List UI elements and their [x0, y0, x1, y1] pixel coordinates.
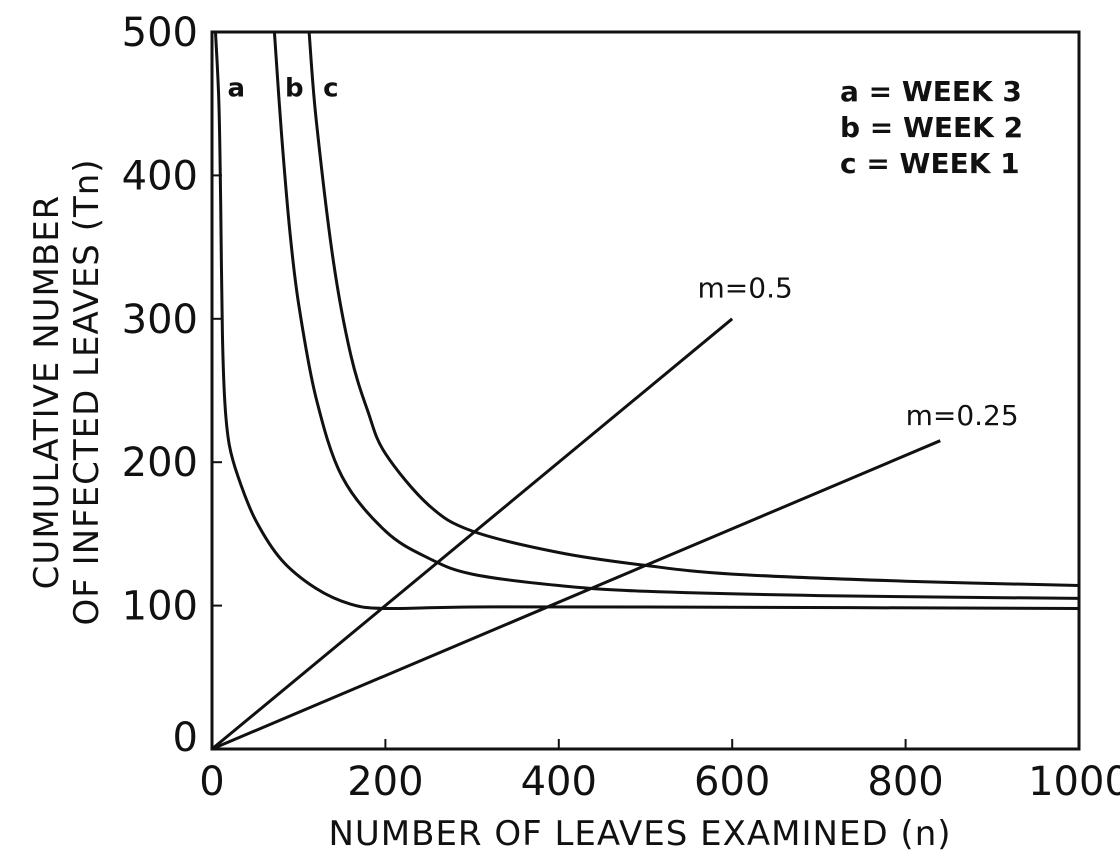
series-line-b [272, 31, 1080, 600]
y-tick-label: 400 [122, 153, 198, 199]
legend: a = WEEK 3 b = WEEK 2 c = WEEK 1 [840, 75, 1023, 180]
y-axis-title-line-2: OF INFECTED LEAVES (Tn) [67, 158, 107, 625]
curve-label-c: c [323, 74, 338, 104]
x-tick-label: 1000 [1028, 759, 1120, 805]
annotations: m=0.5 m=0.25 [698, 271, 1019, 432]
plot-frame [210, 30, 1081, 751]
x-tick-label: 0 [199, 759, 224, 805]
series-line-c [307, 31, 1080, 587]
x-tick-label: 200 [347, 759, 423, 805]
x-axis-ticks: 0 200 400 600 800 1000 [199, 739, 1120, 805]
legend-entry-a: a = WEEK 3 [840, 75, 1022, 108]
y-tick-label: 300 [122, 297, 198, 343]
annotation-label: m=0.5 [698, 271, 793, 304]
x-axis-title: NUMBER OF LEAVES EXAMINED (n) [328, 814, 951, 853]
legend-entry-c: c = WEEK 1 [840, 147, 1020, 180]
y-tick-label: 100 [122, 584, 198, 630]
y-tick-label: 0 [173, 715, 198, 761]
y-tick-label: 200 [122, 440, 198, 486]
annotation-label: m=0.25 [906, 399, 1019, 432]
curve-label-b: b [285, 74, 304, 104]
x-tick-label: 400 [521, 759, 597, 805]
curve-label-a: a [228, 74, 246, 104]
x-tick-label: 600 [694, 759, 770, 805]
series-line-m-0-5 [211, 317, 734, 751]
y-tick-label: 500 [122, 10, 198, 56]
series-line-m-0-25 [211, 439, 941, 751]
legend-entry-b: b = WEEK 2 [840, 111, 1023, 144]
x-tick-label: 800 [867, 759, 943, 805]
series-line-a [214, 31, 1080, 611]
y-axis-title-line-1: CUMULATIVE NUMBER [27, 195, 67, 590]
series-layer [211, 31, 1080, 751]
y-axis-ticks: 0 100 200 300 400 500 [122, 10, 222, 761]
